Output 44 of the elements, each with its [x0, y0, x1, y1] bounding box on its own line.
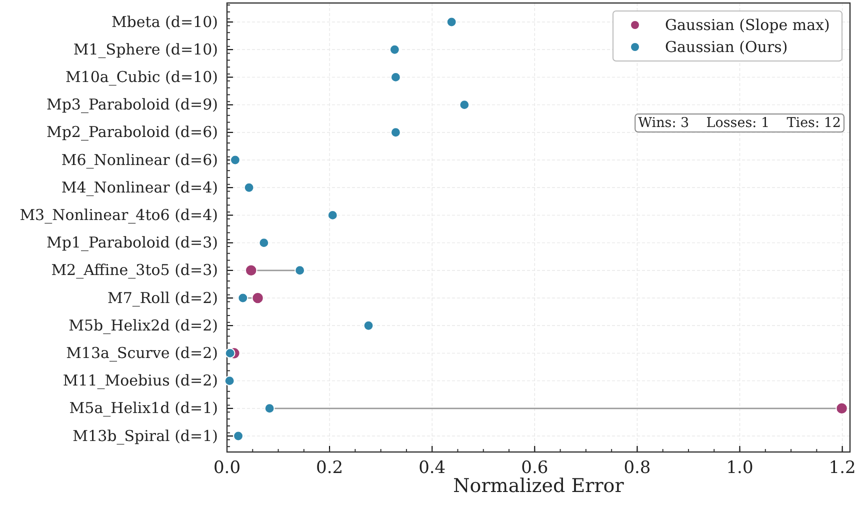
- point: [238, 292, 248, 304]
- y-tick-label: M6_Nonlinear (d=6): [61, 150, 218, 169]
- y-tick-label: M5a_Helix1d (d=1): [69, 399, 218, 418]
- y-tick-label: M7_Roll (d=2): [107, 288, 218, 307]
- point: [252, 292, 264, 304]
- point: [363, 320, 374, 331]
- x-tick-label: 0.2: [316, 458, 344, 478]
- annotation: Wins: 3 Losses: 1 Ties: 12: [638, 115, 841, 131]
- point: [390, 127, 401, 138]
- y-tick-label: M4_Nonlinear (d=4): [61, 178, 218, 196]
- x-tick-label: 1.0: [726, 458, 754, 478]
- point: [224, 376, 235, 386]
- point: [258, 238, 270, 248]
- y-tick-label: Mp2_Paraboloid (d=6): [46, 123, 218, 142]
- point: [294, 265, 306, 276]
- point: [389, 44, 400, 55]
- y-tick-label: Mp3_Paraboloid (d=9): [46, 96, 218, 114]
- point: [446, 16, 457, 28]
- point: [327, 210, 338, 220]
- y-tick-label: Mp1_Paraboloid (d=3): [46, 234, 218, 252]
- y-tick-label: M13b_Spiral (d=1): [72, 426, 218, 445]
- y-tick-label: M13a_Scurve (d=2): [66, 344, 218, 362]
- y-tick-label: M2_Affine_3to5 (d=3): [51, 261, 218, 280]
- point: [244, 182, 254, 193]
- y-tick-label: M3_Nonlinear_4to6 (d=4): [20, 206, 218, 224]
- point: [264, 403, 275, 414]
- point: [390, 72, 401, 82]
- point: [230, 154, 240, 166]
- point: [836, 402, 848, 415]
- legend-label: Gaussian (Slope max): [665, 16, 830, 34]
- y-tick-label: M11_Moebius (d=2): [62, 372, 218, 390]
- x-tick-label: 0.8: [624, 458, 651, 478]
- x-tick-label: 0.4: [418, 458, 446, 478]
- y-tick-label: M10a_Cubic (d=10): [65, 68, 218, 86]
- x-tick-label: 1.2: [828, 458, 856, 478]
- y-tick-label: M5b_Helix2d (d=2): [68, 316, 218, 334]
- point: [233, 430, 244, 442]
- y-tick-label: Mbeta (d=10): [111, 12, 218, 31]
- legend-label: Gaussian (Ours): [665, 38, 788, 56]
- point: [244, 264, 258, 277]
- x-tick-label: 0.0: [213, 458, 241, 478]
- y-tick-label: M1_Sphere (d=10): [73, 40, 218, 58]
- point: [224, 348, 236, 358]
- point: [459, 100, 470, 110]
